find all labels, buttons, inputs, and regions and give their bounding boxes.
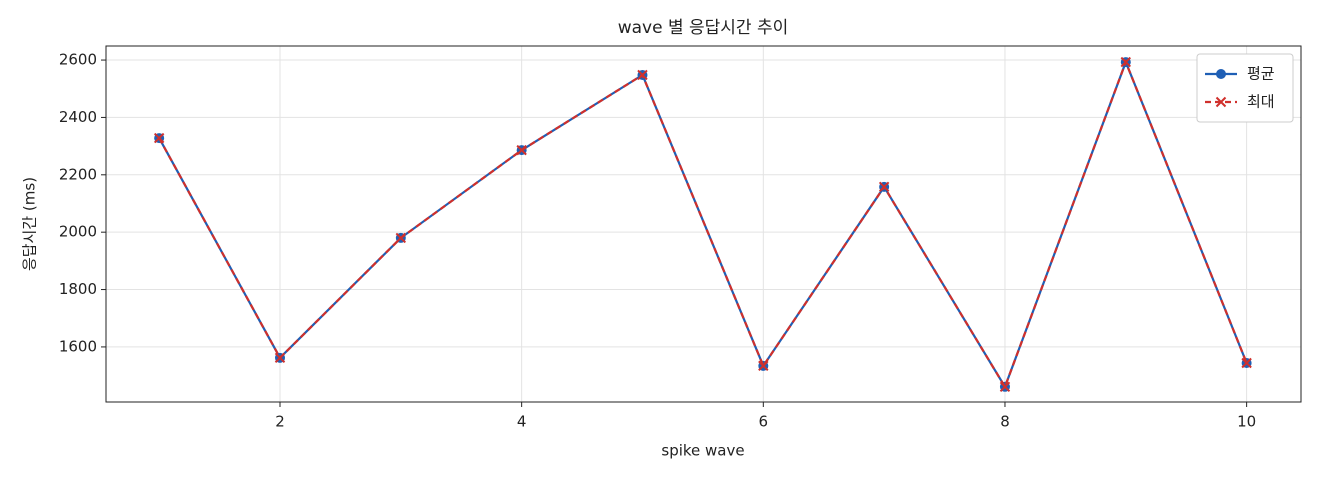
marker <box>1120 56 1132 68</box>
marker <box>637 69 648 81</box>
legend-label: 최대 <box>1247 93 1275 111</box>
marker <box>516 144 527 156</box>
marker <box>878 181 890 193</box>
x-tick-label: 8 <box>1000 413 1010 431</box>
marker <box>274 352 286 364</box>
marker <box>1241 357 1252 369</box>
series-line <box>158 59 1248 390</box>
legend-box <box>1196 53 1294 123</box>
plot-frame <box>105 45 1302 403</box>
marker <box>999 381 1011 393</box>
y-tick-label: 2400 <box>59 108 97 126</box>
marker <box>1216 69 1226 79</box>
x-tick-label: 10 <box>1237 413 1256 431</box>
series-line <box>158 59 1248 390</box>
marker <box>395 232 407 244</box>
x-axis-label: spike wave <box>661 442 744 460</box>
y-tick-label: 2000 <box>59 223 97 241</box>
y-tick-label: 2200 <box>59 165 97 183</box>
legend-label: 평균 <box>1247 65 1275 83</box>
y-tick-label: 1800 <box>59 280 97 298</box>
marker <box>1215 96 1227 108</box>
chart-title: wave 별 응답시간 추이 <box>618 18 789 38</box>
y-tick-label: 2600 <box>59 51 97 69</box>
x-tick-label: 2 <box>275 413 285 431</box>
y-axis-label: 응답시간 (ms) <box>21 177 39 271</box>
marker <box>758 360 769 372</box>
marker <box>153 132 165 144</box>
y-tick-label: 1600 <box>59 337 97 355</box>
x-tick-label: 6 <box>759 413 769 431</box>
x-tick-label: 4 <box>517 413 527 431</box>
